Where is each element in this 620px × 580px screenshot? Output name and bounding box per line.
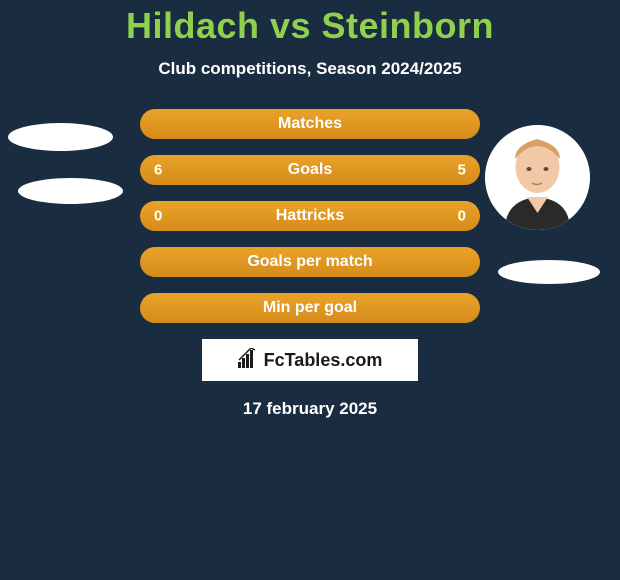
avatar-left-placeholder-shadow (18, 178, 123, 204)
avatar-right-placeholder-shadow (498, 260, 600, 284)
site-logo[interactable]: FcTables.com (202, 339, 418, 381)
stat-row-min-per-goal: Min per goal (140, 293, 480, 323)
bar-chart-icon (238, 348, 260, 373)
stat-label: Goals (288, 161, 332, 179)
avatar-right (485, 125, 590, 230)
stat-label: Matches (278, 115, 342, 133)
stat-row-goals-per-match: Goals per match (140, 247, 480, 277)
stat-label: Hattricks (276, 207, 344, 225)
stat-row-matches: Matches (140, 109, 480, 139)
page-title: Hildach vs Steinborn (0, 5, 620, 47)
stat-label: Goals per match (247, 253, 372, 271)
date-label: 17 february 2025 (0, 399, 620, 419)
logo-text: FcTables.com (264, 350, 383, 371)
stat-left-value: 0 (154, 208, 162, 225)
stat-row-goals: 6 Goals 5 (140, 155, 480, 185)
avatar-left-placeholder (8, 123, 113, 151)
stat-label: Min per goal (263, 299, 357, 317)
stat-left-value: 6 (154, 162, 162, 179)
stat-right-value: 0 (458, 208, 466, 225)
page-subtitle: Club competitions, Season 2024/2025 (0, 59, 620, 79)
stat-row-hattricks: 0 Hattricks 0 (140, 201, 480, 231)
stats-panel: Matches 6 Goals 5 0 Hattricks 0 Goals pe… (140, 109, 480, 323)
stat-right-value: 5 (458, 162, 466, 179)
